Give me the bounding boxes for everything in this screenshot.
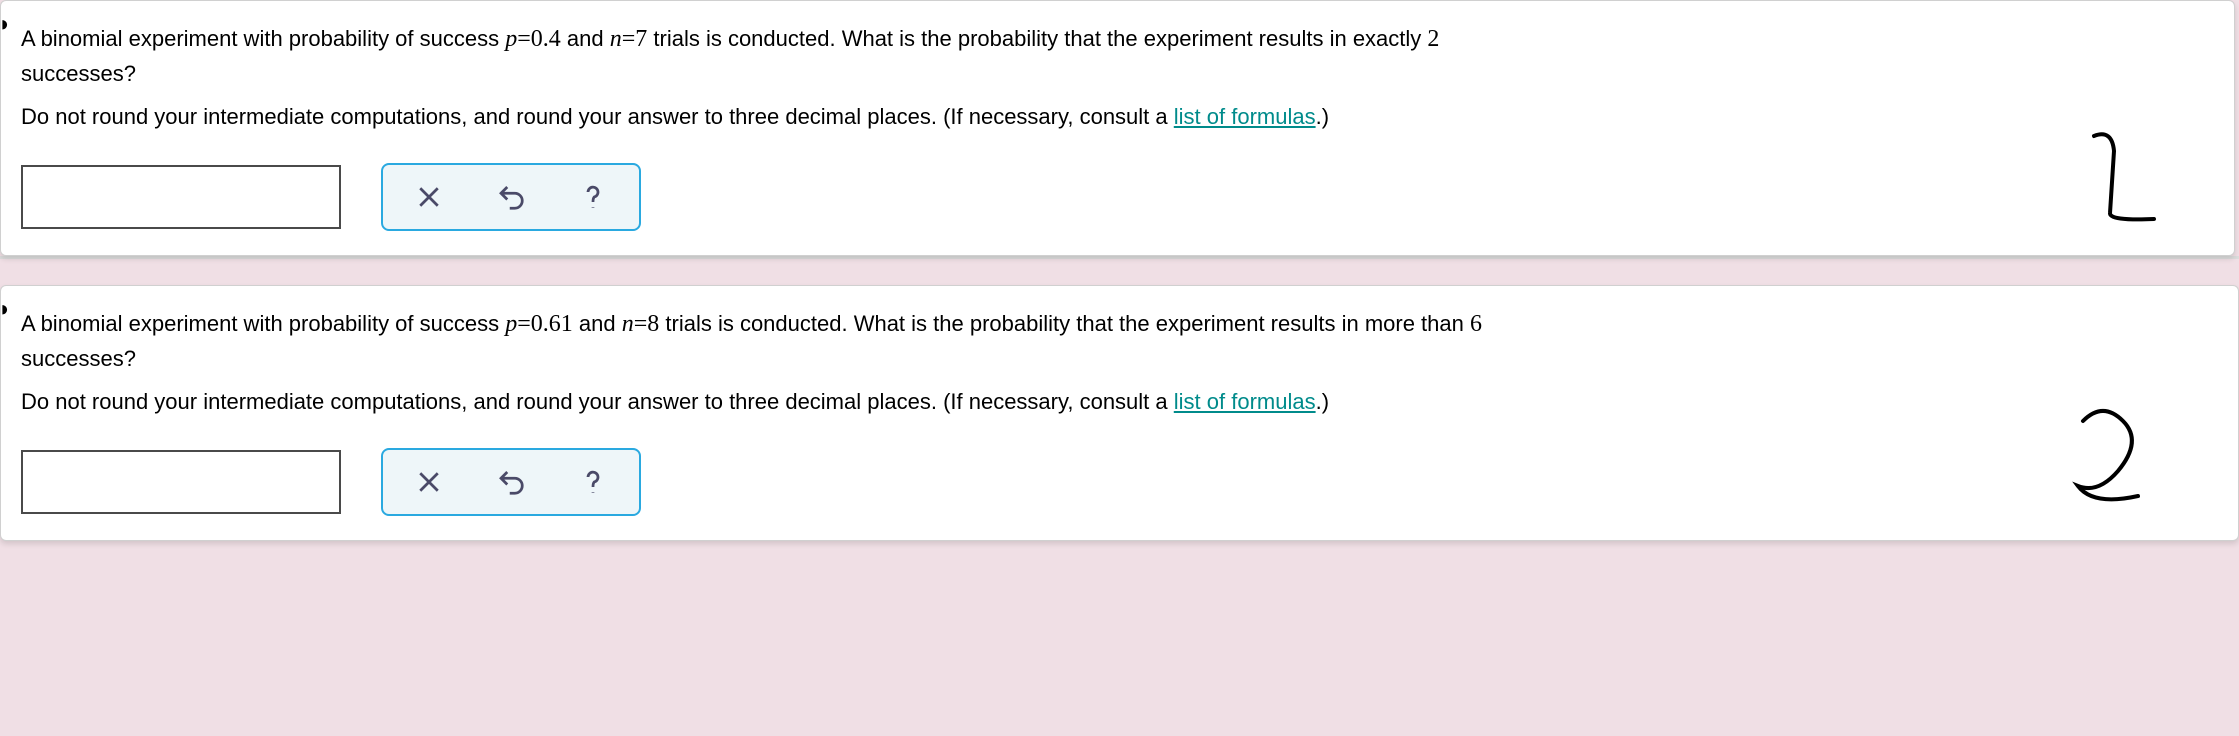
x-icon [414, 467, 444, 497]
divider-band [0, 256, 2239, 286]
question-card-2: ◗ A binomial experiment with probability… [0, 285, 2239, 541]
question-card-1: ◗ A binomial experiment with probability… [0, 0, 2235, 256]
bookmark-icon: ◗ [0, 296, 11, 322]
undo-icon [496, 182, 526, 212]
clear-button[interactable] [411, 464, 447, 500]
answer-row [21, 448, 2218, 516]
instruction-text: Do not round your intermediate computati… [21, 100, 2214, 133]
clear-button[interactable] [411, 179, 447, 215]
help-button[interactable] [575, 464, 611, 500]
instruction-text: Do not round your intermediate computati… [21, 385, 2218, 418]
answer-toolbar [381, 163, 641, 231]
undo-button[interactable] [493, 179, 529, 215]
undo-button[interactable] [493, 464, 529, 500]
question-text: A binomial experiment with probability o… [21, 306, 2218, 375]
formulas-link[interactable]: list of formulas [1174, 389, 1316, 414]
answer-input[interactable] [21, 165, 341, 229]
answer-input[interactable] [21, 450, 341, 514]
question-text: A binomial experiment with probability o… [21, 21, 2214, 90]
answer-toolbar [381, 448, 641, 516]
help-button[interactable] [575, 179, 611, 215]
formulas-link[interactable]: list of formulas [1174, 104, 1316, 129]
question-icon [578, 467, 608, 497]
answer-row [21, 163, 2214, 231]
bookmark-icon: ◗ [0, 11, 11, 37]
question-icon [578, 182, 608, 212]
undo-icon [496, 467, 526, 497]
x-icon [414, 182, 444, 212]
